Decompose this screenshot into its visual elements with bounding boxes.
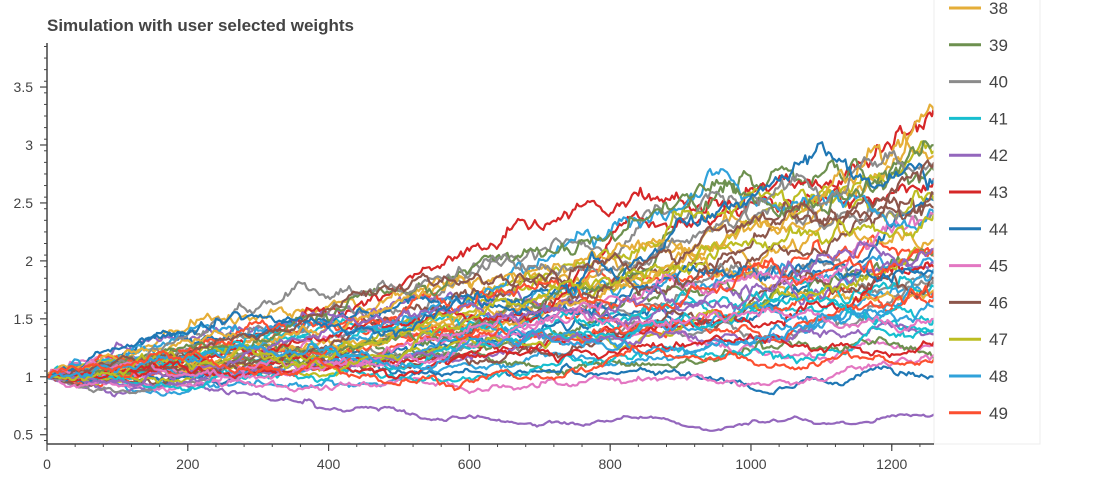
series-line — [47, 173, 934, 383]
legend-label: 47 — [989, 330, 1008, 349]
series-line-40 — [47, 150, 934, 381]
legend-label: 44 — [989, 220, 1008, 239]
legend-label: 39 — [989, 36, 1008, 55]
series-line-47 — [47, 214, 934, 382]
legend-label: 40 — [989, 73, 1008, 92]
legend-item-48[interactable]: 48 — [949, 367, 1008, 386]
series-line-49 — [47, 344, 934, 392]
y-tick-label: 2 — [25, 253, 33, 269]
y-tick-label: 3 — [25, 137, 33, 153]
series-line-48 — [47, 302, 934, 380]
legend-item-41[interactable]: 41 — [949, 109, 1008, 128]
legend-item-43[interactable]: 43 — [949, 183, 1008, 202]
legend: 38 39 40 41 42 43 44 45 46 47 48 49 — [949, 0, 1008, 423]
legend-item-39[interactable]: 39 — [949, 36, 1008, 55]
y-tick-label: 1 — [25, 369, 33, 385]
legend-item-49[interactable]: 49 — [949, 404, 1008, 423]
legend-label: 49 — [989, 404, 1008, 423]
x-tick-label: 0 — [43, 456, 51, 472]
legend-label: 42 — [989, 146, 1008, 165]
y-tick-label: 2.5 — [14, 195, 34, 211]
chart-title: Simulation with user selected weights — [47, 16, 354, 35]
y-tick-label: 1.5 — [14, 311, 34, 327]
legend-item-46[interactable]: 46 — [949, 293, 1008, 312]
x-tick-label: 400 — [317, 456, 341, 472]
legend-label: 43 — [989, 183, 1008, 202]
legend-item-45[interactable]: 45 — [949, 257, 1008, 276]
legend-label: 41 — [989, 109, 1008, 128]
x-tick-label: 1200 — [876, 456, 907, 472]
legend-item-42[interactable]: 42 — [949, 146, 1008, 165]
x-tick-label: 1000 — [735, 456, 766, 472]
legend-label: 46 — [989, 293, 1008, 312]
legend-label: 38 — [989, 0, 1008, 18]
legend-item-44[interactable]: 44 — [949, 220, 1008, 239]
y-tick-label: 0.5 — [14, 427, 34, 443]
legend-box — [933, 0, 1041, 445]
x-tick-label: 600 — [458, 456, 482, 472]
x-tick-label: 800 — [598, 456, 622, 472]
series-line-46 — [47, 159, 934, 380]
x-tick-label: 200 — [176, 456, 200, 472]
series-line-38 — [47, 103, 934, 378]
legend-label: 45 — [989, 257, 1008, 276]
series-line — [47, 211, 934, 394]
series-line-44 — [47, 141, 934, 378]
series-line-41 — [47, 325, 934, 392]
series-line-39 — [47, 140, 934, 380]
y-tick-label: 3.5 — [14, 79, 34, 95]
series-line-42 — [47, 240, 934, 387]
legend-item-38[interactable]: 38 — [949, 0, 1008, 18]
legend-label: 48 — [989, 367, 1008, 386]
legend-item-47[interactable]: 47 — [949, 330, 1008, 349]
axes: 0.5 1 1.5 2 2.5 3 3.5 0 200 400 600 800 1000 1200 — [14, 43, 934, 472]
legend-item-40[interactable]: 40 — [949, 73, 1008, 92]
series-layer — [47, 103, 934, 432]
series-line-43 — [47, 333, 934, 380]
